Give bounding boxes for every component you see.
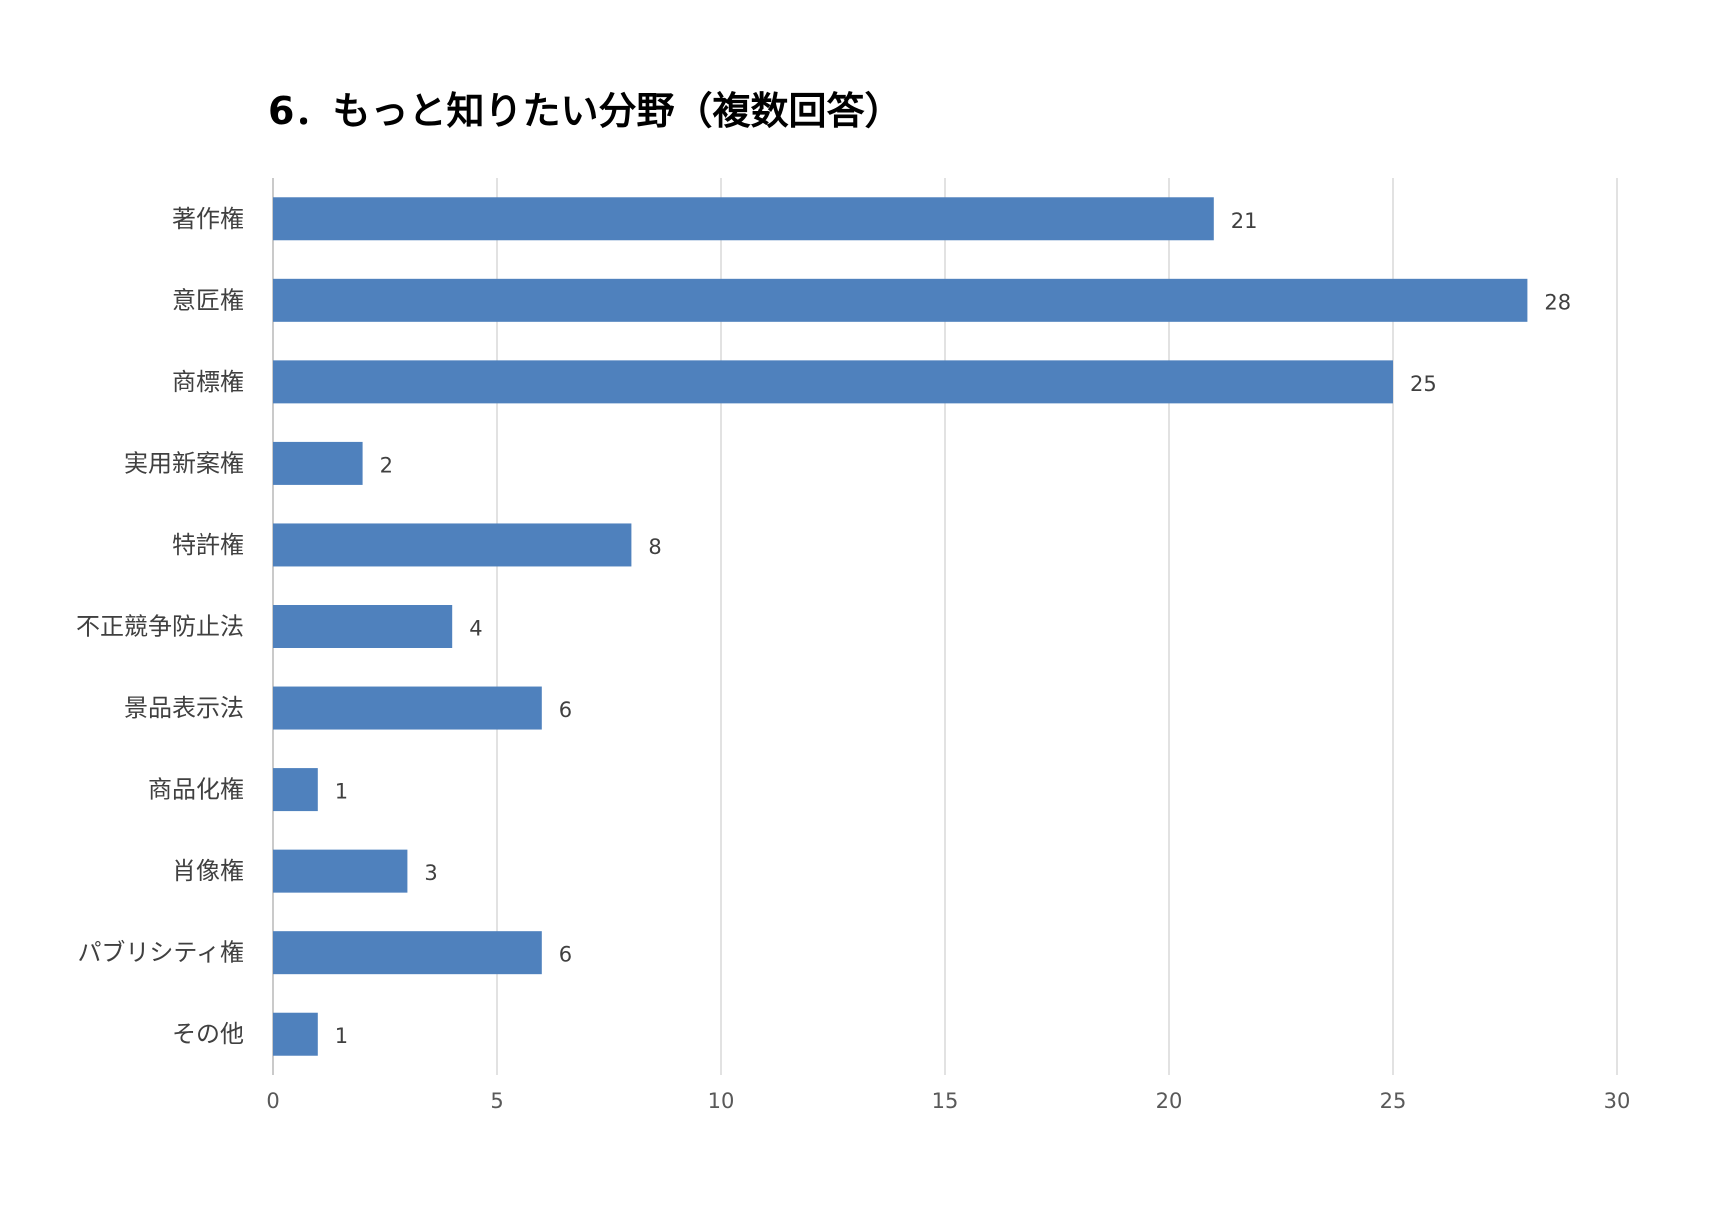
data-label: 1 <box>335 780 348 804</box>
category-label: 特許権 <box>172 531 244 559</box>
data-label: 1 <box>335 1024 348 1048</box>
category-label: その他 <box>172 1020 244 1048</box>
data-label: 4 <box>469 617 482 641</box>
bar <box>273 523 632 567</box>
data-label: 6 <box>559 698 572 722</box>
gridlines <box>272 178 1618 1075</box>
bar <box>273 768 318 812</box>
bar <box>273 931 542 975</box>
bar <box>273 1012 318 1056</box>
bar <box>273 197 1214 241</box>
data-label: 3 <box>424 861 437 885</box>
bar <box>273 686 542 730</box>
chart-title: 6．もっと知りたい分野（複数回答） <box>268 89 903 133</box>
data-label: 21 <box>1231 209 1258 233</box>
data-label: 2 <box>380 453 393 477</box>
category-label: 商標権 <box>172 368 244 396</box>
x-tick-label: 0 <box>266 1089 279 1113</box>
category-label: 意匠権 <box>172 286 244 314</box>
category-label: 不正競争防止法 <box>76 613 244 641</box>
x-tick-label: 20 <box>1156 1089 1183 1113</box>
data-label: 28 <box>1544 290 1571 314</box>
x-tick-label: 30 <box>1604 1089 1631 1113</box>
bar <box>273 278 1528 322</box>
category-label: 著作権 <box>172 205 244 233</box>
x-tick-label: 15 <box>932 1089 959 1113</box>
x-axis-ticks: 0 5 10 15 20 25 30 <box>266 1089 1630 1113</box>
category-label: 商品化権 <box>148 776 244 804</box>
data-label: 8 <box>648 535 661 559</box>
bars <box>273 197 1528 1056</box>
bar <box>273 605 453 648</box>
x-tick-label: 5 <box>490 1089 503 1113</box>
data-label: 6 <box>559 943 572 967</box>
category-label: パブリシティ権 <box>77 939 244 967</box>
bar <box>273 441 363 485</box>
x-tick-label: 25 <box>1380 1089 1407 1113</box>
category-label: 景品表示法 <box>124 694 244 722</box>
bar <box>273 360 1393 404</box>
bar <box>273 849 408 893</box>
x-tick-label: 10 <box>708 1089 735 1113</box>
category-label: 実用新案権 <box>124 449 244 477</box>
category-label: 肖像権 <box>172 857 244 885</box>
category-labels: 著作権意匠権商標権実用新案権特許権不正競争防止法景品表示法商品化権肖像権パブリシ… <box>76 205 244 1048</box>
data-label: 25 <box>1410 372 1437 396</box>
